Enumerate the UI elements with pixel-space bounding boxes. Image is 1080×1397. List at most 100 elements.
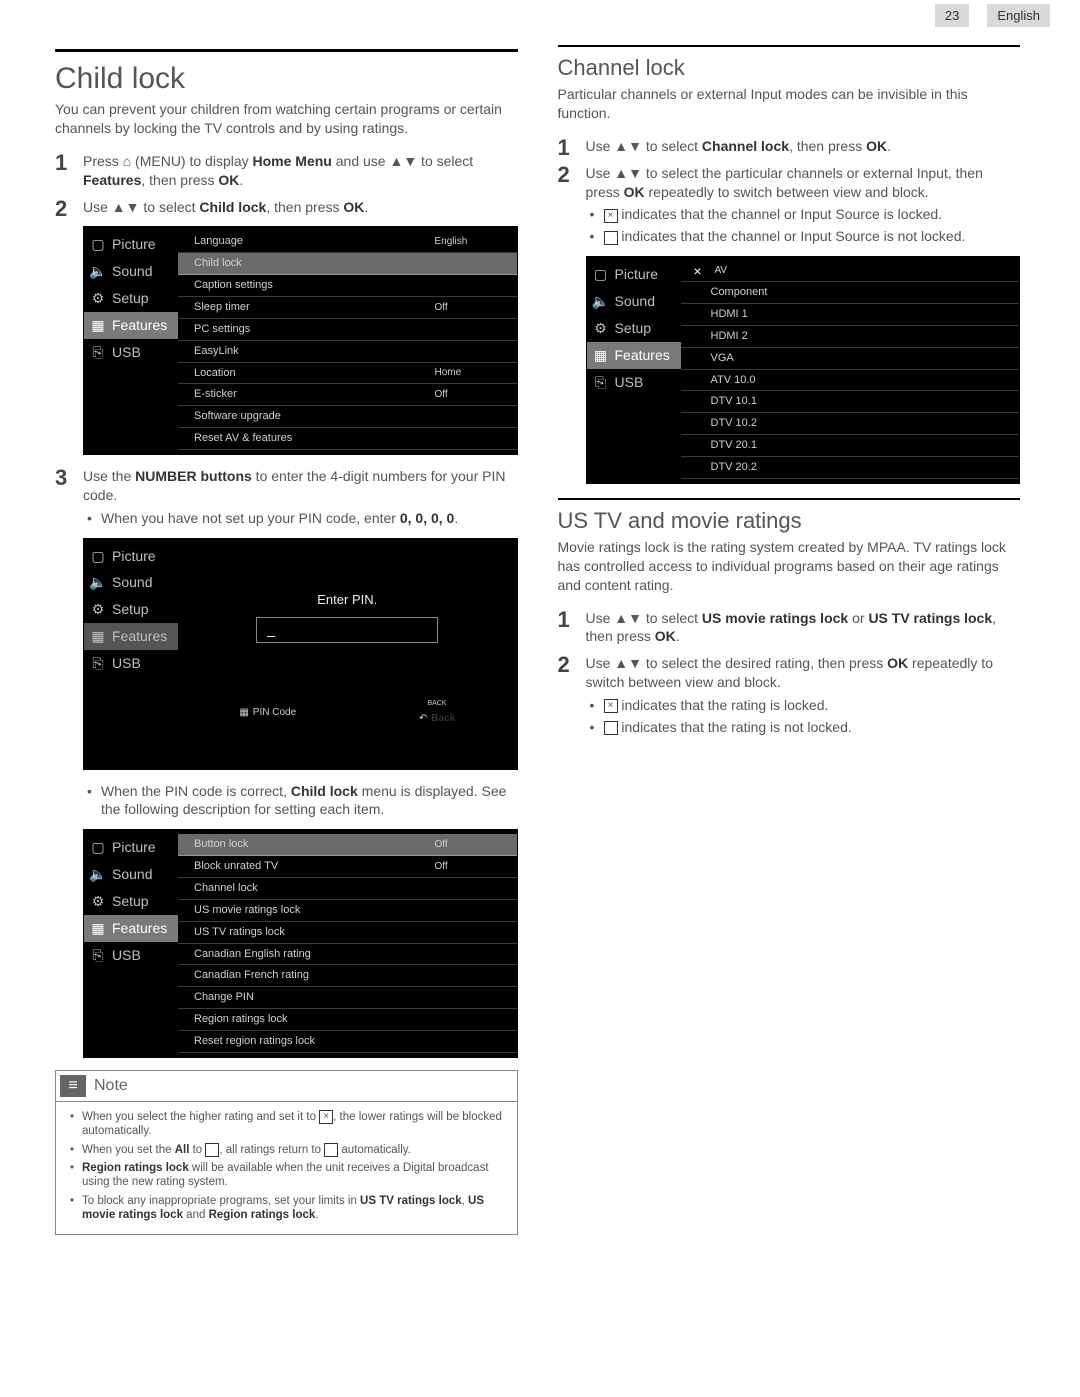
menu-row: DTV 20.1 xyxy=(681,435,1020,457)
ratings-step-2: Use ▲▼ to select the desired rating, the… xyxy=(558,654,1021,737)
back-hint: BACK ↶ Back xyxy=(419,699,455,726)
setup-icon: ⚙ xyxy=(90,292,106,306)
post-pin-note: When the PIN code is correct, Child lock… xyxy=(83,782,518,820)
pin-panel: Enter PIN. _ ▦PIN Code BACK ↶ Back xyxy=(178,539,517,769)
menu-row: Child lock xyxy=(178,253,517,275)
menu-row-value: Home xyxy=(435,366,505,380)
menu-row-label: HDMI 2 xyxy=(697,329,938,344)
sidebar-picture: ▢Picture xyxy=(587,261,681,288)
pin-footer: ▦PIN Code BACK ↶ Back xyxy=(178,695,517,730)
menu-row: LocationHome xyxy=(178,363,517,385)
sound-icon: 🔈 xyxy=(593,295,609,309)
menu-row: ATV 10.0 xyxy=(681,370,1020,392)
sidebar-features: ▦Features xyxy=(84,312,178,339)
locked-icon: × xyxy=(604,209,618,223)
picture-icon: ▢ xyxy=(90,841,106,855)
menu-row-label: E-sticker xyxy=(194,387,435,402)
channel-step-2: Use ▲▼ to select the particular channels… xyxy=(558,164,1021,484)
picture-icon: ▢ xyxy=(90,549,106,563)
menu-row-label: Software upgrade xyxy=(194,409,435,424)
menu-row: DTV 10.1 xyxy=(681,391,1020,413)
note-icon xyxy=(60,1075,86,1097)
menu-row-label: DTV 20.1 xyxy=(697,438,938,453)
sound-icon: 🔈 xyxy=(90,868,106,882)
menu-row-label: Sleep timer xyxy=(194,300,435,315)
channel-lock-title: Channel lock xyxy=(558,45,1021,81)
sidebar-setup: ⚙Setup xyxy=(587,315,681,342)
menu-row: Component xyxy=(681,282,1020,304)
menu-row-label: Region ratings lock xyxy=(194,1012,435,1027)
menu-row-value: Off xyxy=(435,301,505,315)
menu-row: EasyLink xyxy=(178,341,517,363)
features-icon: ▦ xyxy=(593,348,609,362)
menu-row: Reset region ratings lock xyxy=(178,1031,517,1053)
menu-row-label: Component xyxy=(697,285,938,300)
sidebar-setup: ⚙Setup xyxy=(84,596,178,623)
menu-row: PC settings xyxy=(178,319,517,341)
page-language: English xyxy=(987,4,1050,27)
menu-row-label: EasyLink xyxy=(194,344,435,359)
ratings-title: US TV and movie ratings xyxy=(558,498,1021,534)
note-header: Note xyxy=(56,1071,517,1102)
pin-default-note: When you have not set up your PIN code, … xyxy=(83,509,518,528)
unlocked-icon xyxy=(604,721,618,735)
right-column: Channel lock Particular channels or exte… xyxy=(558,31,1021,1235)
menu-row-label: Canadian English rating xyxy=(194,947,435,962)
menu-row-label: DTV 10.1 xyxy=(697,394,938,409)
menu-row-value: Off xyxy=(435,860,505,874)
sidebar-usb: ⎘USB xyxy=(84,650,178,677)
content-columns: Child lock You can prevent your children… xyxy=(0,31,1080,1265)
menu-row-label: DTV 10.2 xyxy=(697,416,938,431)
usb-icon: ⎘ xyxy=(90,948,106,962)
menu-row: HDMI 1 xyxy=(681,304,1020,326)
ratings-steps: Use ▲▼ to select US movie ratings lock o… xyxy=(558,609,1021,737)
menu-sidebar: ▢Picture 🔈Sound ⚙Setup ▦Features ⎘USB xyxy=(84,539,178,769)
locked-icon: × xyxy=(604,699,618,713)
sidebar-picture: ▢Picture xyxy=(84,834,178,861)
note-item: When you set the All to , all ratings re… xyxy=(68,1143,505,1157)
menu-row-label: Change PIN xyxy=(194,990,435,1005)
pin-title: Enter PIN. xyxy=(317,591,377,609)
sidebar-setup: ⚙Setup xyxy=(84,285,178,312)
menu-row-label: Caption settings xyxy=(194,278,435,293)
child-lock-steps: Press ⌂ (MENU) to display Home Menu and … xyxy=(55,152,518,1058)
channel-step-2-sub: × indicates that the channel or Input So… xyxy=(586,205,1021,246)
grid-icon: ▦ xyxy=(239,706,248,720)
page-number: 23 xyxy=(935,4,969,27)
sound-icon: 🔈 xyxy=(90,265,106,279)
menu-row-label: Reset AV & features xyxy=(194,431,435,446)
menu-row: VGA xyxy=(681,348,1020,370)
sidebar-sound: 🔈Sound xyxy=(84,569,178,596)
menu-row-value: Off xyxy=(435,388,505,402)
child-lock-title: Child lock xyxy=(55,49,518,96)
sidebar-usb: ⎘USB xyxy=(587,369,681,396)
unlocked-icon xyxy=(604,231,618,245)
step-3-sub: When you have not set up your PIN code, … xyxy=(83,509,518,528)
features-menu-screenshot: ▢Picture 🔈Sound ⚙Setup ▦Features ⎘USB La… xyxy=(83,226,518,454)
av-header-row: × AV xyxy=(681,261,1020,282)
menu-row: US movie ratings lock xyxy=(178,900,517,922)
menu-row-value: Off xyxy=(435,838,505,852)
menu-row: Software upgrade xyxy=(178,406,517,428)
sidebar-setup: ⚙Setup xyxy=(84,888,178,915)
channel-lock-intro: Particular channels or external Input mo… xyxy=(558,85,1021,123)
menu-row-label: DTV 20.2 xyxy=(697,460,938,475)
note-item: Region ratings lock will be available wh… xyxy=(68,1161,505,1190)
menu-row: Canadian French rating xyxy=(178,965,517,987)
back-icon: ↶ xyxy=(419,712,427,726)
picture-icon: ▢ xyxy=(593,268,609,282)
locked-icon: × xyxy=(691,264,705,278)
menu-row-label: Button lock xyxy=(194,837,435,852)
sidebar-picture: ▢Picture xyxy=(84,543,178,570)
features-icon: ▦ xyxy=(90,319,106,333)
menu-row: US TV ratings lock xyxy=(178,922,517,944)
channel-lock-steps: Use ▲▼ to select Channel lock, then pres… xyxy=(558,137,1021,484)
note-box: Note When you select the higher rating a… xyxy=(55,1070,518,1236)
channel-lock-menu-screenshot: ▢Picture 🔈Sound ⚙Setup ▦Features ⎘USB × … xyxy=(586,256,1021,484)
step-1: Press ⌂ (MENU) to display Home Menu and … xyxy=(55,152,518,190)
menu-row: Button lockOff xyxy=(178,834,517,856)
sidebar-picture: ▢Picture xyxy=(84,231,178,258)
child-lock-intro: You can prevent your children from watch… xyxy=(55,100,518,138)
menu-row: Caption settings xyxy=(178,275,517,297)
pin-input: _ xyxy=(256,617,438,643)
